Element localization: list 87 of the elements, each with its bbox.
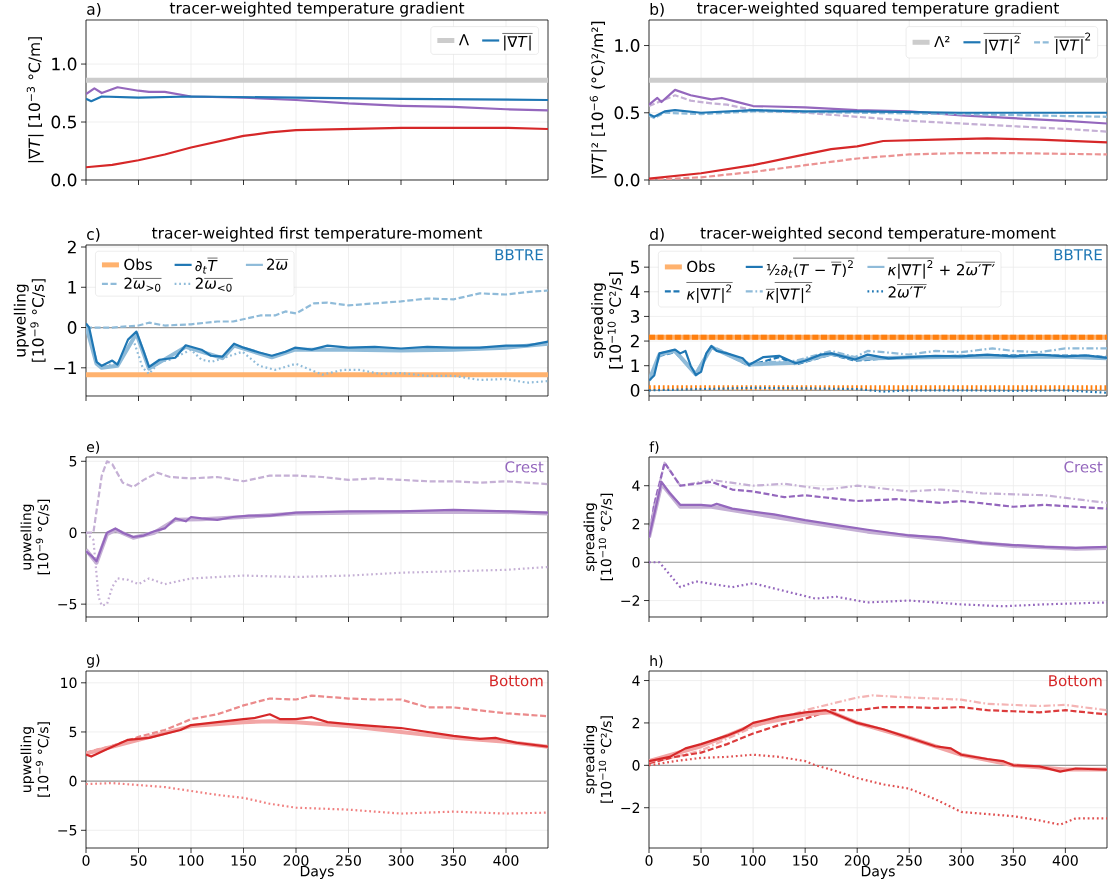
chart-title: tracer-weighted squared temperature gradient [697,1,1060,17]
x-tick-label: 0 [82,855,90,866]
legend-label: $\overline{\text{|∇\textit{T}|}}$ [502,33,533,51]
x-tick-label: 50 [130,855,147,866]
text: g) [86,654,100,668]
legend-label: $\overline{\text{|∇\textit{T}|}^{\text{2}}}$ [983,33,1021,55]
chart-title: tracer-weighted second temperature-moment [700,226,1056,242]
x-tick-label: 150 [231,855,256,866]
legend-label: $\text{½∂}_{\text{\textit{t}}}\overline{\text{(\textit{T} − }\overline{\text{\textit{T}}}\text{)}^{\text{2}}}$ [766,258,855,278]
x-tick-label: 200 [844,855,870,866]
y-tick-label: 0 [630,383,640,397]
y-axis-title: |∇T|² [10$^{−6}$ (°C)²/m²] [589,21,607,178]
text: h) [650,655,663,668]
x-axis-title: Days [861,865,895,880]
x-tick-label: 300 [948,855,974,866]
y-tick-label: 1 [68,281,76,294]
y-tick-label: −1 [54,361,76,374]
annotation: Bottom [1049,675,1102,687]
text: b) [650,2,664,17]
x-tick-label: 100 [741,855,766,866]
y-tick-label: 0 [632,556,640,568]
y-tick-label: 5 [630,260,639,274]
x-tick-label: 250 [896,855,922,866]
legend-label: Λ [458,34,469,46]
x-tick-label: 350 [441,855,466,866]
text: d) [650,227,664,242]
annotation: BBTRE [1054,249,1102,261]
legend-label: Λ² [934,35,950,48]
text: e) [86,441,100,454]
legend-label: $\overline{\text{|∇\textit{T}|}}^{\text{2}}$ [1054,32,1091,55]
y-tick-label: 4 [630,285,640,298]
y-tick-label: 0.5 [614,106,639,120]
y-tick-label: 5 [69,726,77,738]
y-tick-label: 4 [632,675,640,686]
text: a) [87,2,101,17]
legend-label: $\text{2}\overline{\text{\textit{ω}}}$ [267,258,289,270]
x-tick-label: 250 [336,855,361,866]
y-tick-label: 1.0 [615,39,640,52]
annotation: BBTRE [495,249,543,261]
x-axis-title: Days [300,865,334,880]
annotation: Crest [1064,461,1103,473]
legend-label: $\text{2}\overline{\text{\textit{ω}}_{\text{<0}}}$ [195,277,233,292]
x-tick-label: 350 [1001,855,1026,866]
legend-label: $\overline{\text{\textit{κ}|∇\textit{T}|}^{\text{2}}}$ [686,282,733,304]
y-tick-label: 0 [69,527,77,539]
y-tick-label: 2 [67,240,76,254]
annotation: Bottom [490,675,543,687]
y-tick-label: −5 [58,598,77,610]
x-tick-label: 0 [645,855,653,866]
x-tick-label: 200 [283,855,309,866]
x-tick-label: 300 [388,855,414,866]
y-tick-label: 0.0 [614,173,640,187]
chart-title: tracer-weighted first temperature-moment [151,226,483,242]
y-tick-label: 1.0 [52,57,77,71]
y-axis-title: |∇T| [10$^{−3}$ °C/m] [26,37,44,163]
legend-label: $\text{2}\overline{\text{\textit{ω}′\textit{T}′}}$ [888,284,927,298]
y-tick-label: 3 [630,309,640,323]
legend-label: Obs [124,258,152,271]
y-tick-label: 0.5 [51,115,76,129]
legend-label: $\text{∂}_{\text{\textit{t}}}\overline{\text{\textit{T}}}$ [195,258,218,274]
y-tick-label: 0 [632,760,640,771]
y-tick-label: 2 [632,518,640,530]
y-tick-label: 4 [632,480,640,491]
x-tick-label: 400 [1052,855,1078,866]
y-tick-label: −5 [58,825,77,836]
y-tick-label: 0.0 [51,173,77,187]
x-tick-label: 50 [693,855,710,866]
legend-label: $\overline{\text{\textit{κ}}}\overline{\text{|∇\textit{T}|}^{\text{2}}}$ [765,282,813,304]
chart-title: tracer-weighted temperature gradient [169,1,465,17]
y-tick-label: 5 [69,456,77,467]
y-tick-label: 1 [631,359,639,372]
x-tick-label: 150 [793,855,818,866]
legend-label: $\overline{\text{\textit{κ}|∇\textit{T}|}^{\text{2}}}\text{ + 2}\overline{\text{\textit{ω}′\textit{T}′}}$ [887,258,995,279]
legend-label: $\text{2}\overline{\text{\textit{ω}}_{\text{>0}}}$ [124,277,162,292]
text: c) [87,227,100,242]
legend-label: Obs [687,260,715,273]
y-tick-label: 0 [67,321,77,334]
y-tick-label: 2 [632,717,640,729]
y-tick-label: 0 [69,775,77,787]
y-tick-label: 2 [630,334,639,348]
x-tick-label: 400 [493,855,519,866]
annotation: Crest [505,461,544,473]
text: f) [649,441,659,454]
y-tick-label: −2 [621,802,640,813]
x-tick-label: 100 [179,855,204,866]
y-tick-label: −2 [621,595,640,606]
y-tick-label: 10 [61,677,77,689]
